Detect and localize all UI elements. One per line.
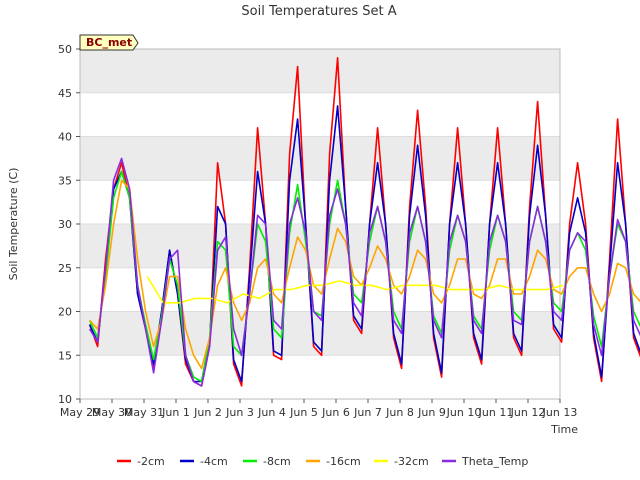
x-tick-label: Jun 13 — [542, 406, 578, 419]
badge-box — [79, 34, 139, 51]
y-tick-label: 10 — [58, 393, 72, 406]
legend-label: -16cm — [326, 455, 361, 468]
series-lines — [88, 56, 640, 387]
grid-lines — [80, 48, 560, 400]
background-band — [80, 136, 560, 181]
x-axis-title: Time — [550, 423, 578, 436]
x-tick-label: Jun 3 — [225, 406, 254, 419]
background-band — [80, 49, 560, 93]
x-tick-label: Jun 1 — [161, 406, 190, 419]
y-axis-title: Soil Temperature (C) — [7, 168, 20, 281]
x-tick-label: Jun 11 — [478, 406, 514, 419]
y-tick-label: 25 — [58, 262, 72, 275]
x-tick-label: Jun 5 — [289, 406, 318, 419]
x-tick-label: Jun 7 — [353, 406, 382, 419]
chart-title: Soil Temperatures Set A — [241, 4, 396, 19]
series-line-16cm — [89, 179, 640, 370]
y-tick-label: 50 — [58, 43, 72, 56]
y-tick-label: 15 — [58, 349, 72, 362]
background-bands — [80, 49, 560, 356]
x-tick-label: Jun 9 — [417, 406, 446, 419]
series-line-32cm — [146, 276, 564, 304]
badge-label: BC_met — [86, 36, 132, 49]
background-band — [80, 224, 560, 268]
x-tick-label: Jun 2 — [193, 406, 222, 419]
y-tick-label: 45 — [58, 87, 72, 100]
legend-label: -4cm — [200, 455, 228, 468]
y-tick-label: 35 — [58, 174, 72, 187]
series-line-4cm — [88, 105, 640, 383]
x-tick-label: May 30 — [92, 406, 132, 419]
legend: -2cm -4cm -8cm -16cm -32cm Theta_Temp — [117, 455, 528, 468]
y-axis-ticks: 10 15 20 25 30 35 40 45 50 — [58, 43, 80, 406]
legend-label: -2cm — [137, 455, 165, 468]
legend-label: Theta_Temp — [461, 455, 528, 468]
x-tick-label: May 29 — [60, 406, 100, 419]
station-badge: BC_met — [79, 34, 139, 51]
x-tick-label: Jun 8 — [385, 406, 414, 419]
y-tick-label: 20 — [58, 306, 72, 319]
series-line-2cm — [88, 56, 640, 387]
legend-label: -32cm — [394, 455, 429, 468]
x-tick-label: Jun 6 — [321, 406, 350, 419]
x-tick-label: Jun 4 — [257, 406, 286, 419]
x-tick-label: Jun 10 — [446, 406, 482, 419]
x-tick-label: May 31 — [124, 406, 164, 419]
series-line-thetatemp — [88, 157, 640, 387]
y-tick-label: 30 — [58, 218, 72, 231]
y-tick-label: 40 — [58, 131, 72, 144]
x-tick-label: Jun 12 — [510, 406, 546, 419]
legend-label: -8cm — [263, 455, 291, 468]
